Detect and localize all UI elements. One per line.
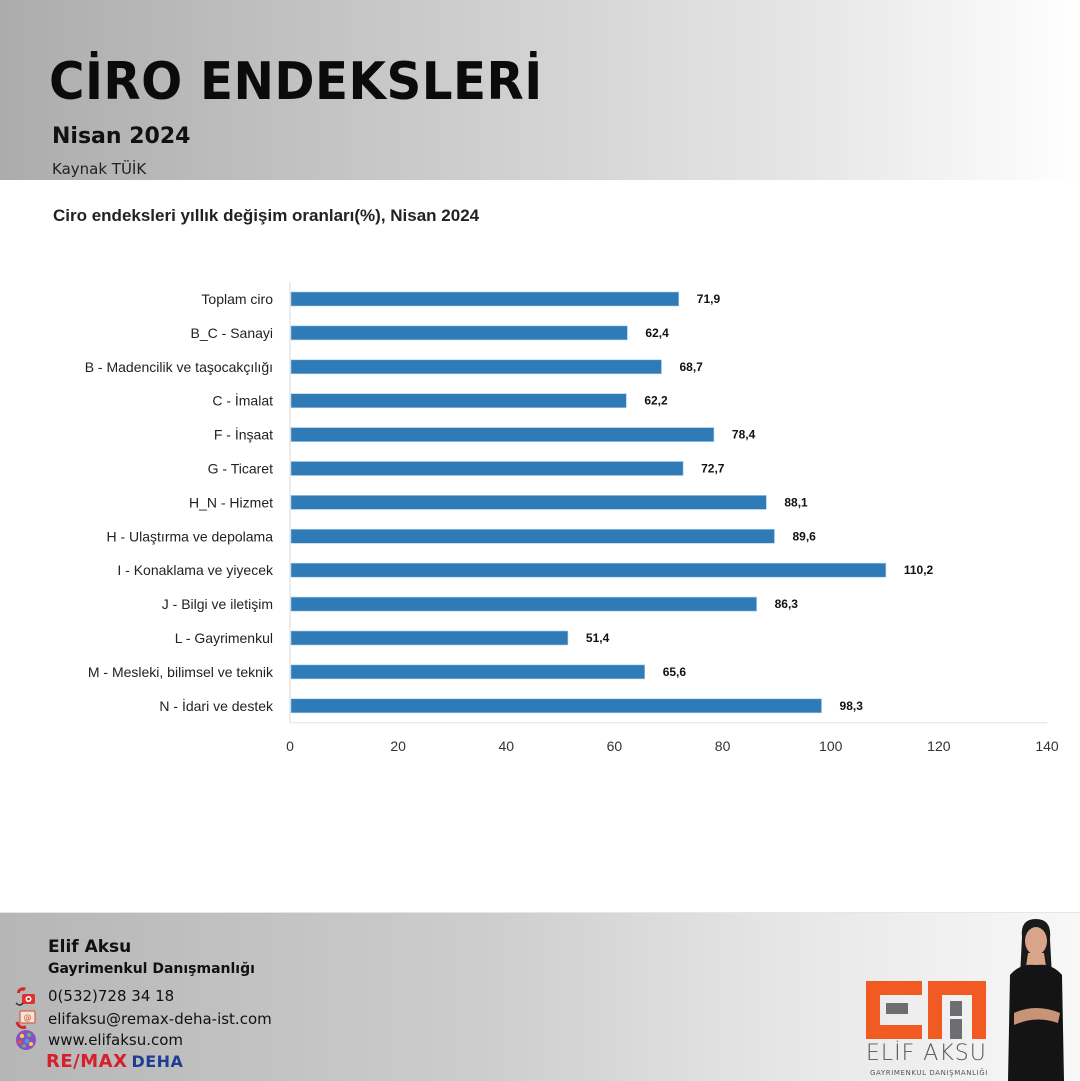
bar	[290, 495, 767, 510]
page-subtitle: Nisan 2024	[52, 124, 191, 149]
x-tick-label: 0	[286, 738, 294, 754]
bar	[290, 325, 628, 341]
phone-icon	[14, 985, 38, 1007]
bar	[290, 359, 662, 375]
category-label: N - İdari ve destek	[159, 697, 274, 714]
bar	[290, 291, 680, 307]
data-source: Kaynak TÜİK	[52, 160, 147, 178]
bar	[290, 427, 715, 442]
category-label: B - Madencilik ve taşocakçılığı	[85, 359, 273, 375]
footer-banner: Elif Aksu Gayrimenkul Danışmanlığı 0(532…	[0, 912, 1080, 1081]
email-icon: @	[14, 1008, 38, 1030]
category-label: Toplam ciro	[201, 291, 273, 307]
logo-name: ELİF AKSU	[866, 1041, 987, 1066]
category-label: F - İnşaat	[214, 426, 273, 443]
header-banner: CİRO ENDEKSLERİ Nisan 2024 Kaynak TÜİK	[0, 0, 1080, 180]
category-label: L - Gayrimenkul	[175, 630, 273, 646]
bar	[290, 596, 757, 612]
category-label: M - Mesleki, bilimsel ve teknik	[88, 664, 274, 680]
data-label: 65,6	[663, 665, 687, 679]
data-label: 62,4	[645, 326, 669, 340]
remax-wordmark: RE/MAX	[46, 1051, 128, 1072]
bar-chart: Toplam ciro 71,9 B_C - Sanayi 62,4 B - Maden…	[85, 282, 1059, 754]
bar	[290, 664, 646, 680]
data-label: 62,2	[644, 394, 668, 408]
chart-title: Ciro endeksleri yıllık değişim oranları(…	[53, 206, 480, 225]
data-label: 98,3	[840, 699, 864, 713]
x-tick-label: 20	[390, 738, 406, 754]
data-label: 68,7	[679, 360, 703, 374]
x-tick-label: 60	[607, 738, 623, 754]
data-label: 110,2	[904, 563, 934, 577]
x-tick-label: 40	[498, 738, 514, 754]
email-row[interactable]: @ elifaksu@remax-deha-ist.com	[14, 1008, 272, 1030]
page-title: CİRO ENDEKSLERİ	[49, 52, 543, 112]
data-label: 51,4	[586, 631, 610, 645]
x-tick-label: 80	[715, 738, 731, 754]
category-label: B_C - Sanayi	[191, 325, 273, 341]
category-label: H_N - Hizmet	[189, 494, 273, 510]
category-label: C - İmalat	[212, 392, 273, 409]
bar	[290, 630, 569, 646]
remax-deha-logo: RE/MAX DEHA	[46, 1051, 183, 1072]
phone-number: 0(532)728 34 18	[48, 987, 175, 1005]
email-address: elifaksu@remax-deha-ist.com	[48, 1010, 272, 1028]
svg-text:@: @	[24, 1013, 32, 1022]
agent-name: Elif Aksu	[48, 937, 132, 957]
agent-portrait	[1008, 919, 1064, 1081]
website-url: www.elifaksu.com	[48, 1031, 184, 1049]
data-label: 86,3	[775, 597, 799, 611]
data-label: 78,4	[732, 428, 756, 442]
bar	[290, 562, 887, 578]
x-tick-label: 100	[819, 738, 843, 754]
data-label: 71,9	[697, 292, 721, 306]
website-row[interactable]: www.elifaksu.com	[14, 1029, 183, 1051]
category-label: J - Bilgi ve iletişim	[162, 596, 273, 612]
bar	[290, 698, 822, 714]
category-label: H - Ulaştırma ve depolama	[106, 528, 273, 544]
x-tick-label: 140	[1035, 738, 1059, 754]
data-label: 89,6	[792, 529, 816, 543]
deha-wordmark: DEHA	[131, 1052, 184, 1071]
agent-role: Gayrimenkul Danışmanlığı	[48, 961, 255, 977]
data-label: 72,7	[701, 462, 725, 476]
category-label: G - Ticaret	[208, 461, 273, 477]
category-label: I - Konaklama ve yiyecek	[117, 562, 274, 578]
bar	[290, 461, 684, 476]
bar	[290, 528, 775, 544]
x-tick-label: 120	[927, 738, 951, 754]
phone-row[interactable]: 0(532)728 34 18	[14, 985, 174, 1007]
data-label: 88,1	[784, 495, 808, 509]
globe-icon	[14, 1029, 38, 1051]
logo-subtitle: GAYRIMENKUL DANIŞMANLIĞI	[870, 1069, 988, 1077]
bar	[290, 393, 627, 409]
ea-monogram-logo	[866, 981, 986, 1039]
